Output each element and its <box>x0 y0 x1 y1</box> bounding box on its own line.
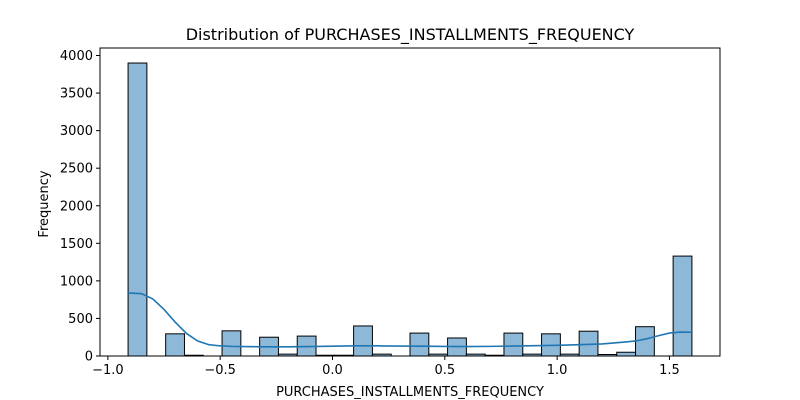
axes: −1.0 −0.5 0.0 0.5 1.0 1.5 0 500 1000 1500 2000 2500… <box>60 47 721 378</box>
x-tick-label: 0.0 <box>322 363 343 378</box>
histogram-bar <box>165 333 185 357</box>
kde-curve <box>128 292 692 348</box>
histogram-bar <box>409 332 430 357</box>
kde-curve-group <box>128 292 692 348</box>
chart-title: Distribution of PURCHASES_INSTALLMENTS_F… <box>186 25 635 45</box>
y-tick-label: 3000 <box>60 124 93 139</box>
y-axis-label: Frequency <box>37 170 52 237</box>
histogram-bars <box>127 62 693 357</box>
y-tick-label: 4000 <box>60 49 93 64</box>
histogram-bar <box>127 62 148 357</box>
histogram-bar <box>503 332 524 357</box>
x-tick-label: −1.0 <box>92 363 124 378</box>
x-axis-label: PURCHASES_INSTALLMENTS_FREQUENCY <box>276 385 544 400</box>
histogram-bar <box>635 326 655 357</box>
y-tick-label: 1500 <box>60 237 93 252</box>
histogram-bar <box>672 255 693 357</box>
y-tick-label: 2000 <box>60 199 93 214</box>
plot-frame <box>99 47 721 357</box>
y-tick-label: 2500 <box>60 162 93 177</box>
y-tick-label: 0 <box>85 350 93 365</box>
x-tick-label: 1.5 <box>659 363 680 378</box>
x-tick-label: 0.5 <box>434 363 455 378</box>
histogram-bar <box>353 325 373 357</box>
x-tick-label: 1.0 <box>547 363 568 378</box>
x-tick-label: −0.5 <box>204 363 236 378</box>
histogram-bar <box>616 351 637 357</box>
y-tick-label: 3500 <box>60 87 93 102</box>
y-tick-label: 1000 <box>60 274 93 289</box>
y-tick-label: 500 <box>68 312 93 327</box>
histogram-bar <box>221 330 242 357</box>
